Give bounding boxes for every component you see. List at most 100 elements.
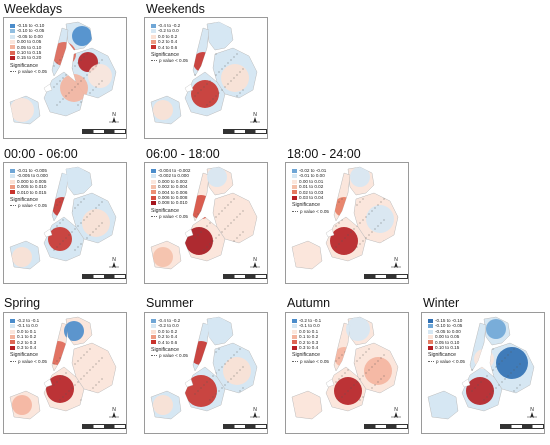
cluster-patch [46, 341, 70, 365]
legend-swatch [292, 345, 297, 350]
legend-label: 0.010 to 0.015 [17, 189, 47, 195]
legend-swatch [292, 340, 297, 345]
title-night: 00:00 - 06:00 [4, 147, 78, 161]
cluster-patch [153, 100, 173, 120]
legend-label: -0.02 to -0.01 [299, 168, 327, 173]
legend-pvalue: p value < 0.05 [292, 359, 329, 364]
legend-label: 0.0 to 0.2 [158, 328, 178, 334]
legend-swatch [151, 29, 156, 34]
cluster-patch [193, 52, 213, 72]
legend-item: -0.10 to -0.05 [428, 323, 465, 328]
legend-pvalue: p value < 0.05 [292, 209, 329, 214]
legend-swatch [428, 334, 433, 339]
legend: -0.02 to -0.01 -0.01 to 0.00 0.00 to 0.01 0… [292, 168, 329, 214]
map-svg [9, 316, 117, 420]
legend-label: 0.15 to 0.20 [17, 55, 42, 61]
title-day: 06:00 - 18:00 [146, 147, 220, 161]
legend-item: -0.01 to 0.00 [292, 173, 329, 178]
legend-swatch [10, 23, 15, 28]
legend-swatch [10, 329, 15, 334]
legend: -0.2 to -0.1 -0.1 to 0.0 0.0 to 0.1 0.1 to … [10, 318, 47, 364]
legend-item: 0.05 to 0.10 [428, 340, 465, 345]
legend-item: 0.2 to 0.3 [292, 340, 329, 345]
map-panel-autumn: -0.2 to -0.1 -0.1 to 0.0 0.0 to 0.1 0.1 to … [285, 312, 409, 434]
legend-item: 0.006 to 0.008 [151, 195, 190, 200]
legend-label: 0.006 to 0.008 [158, 195, 188, 201]
legend-item: 0.1 to 0.2 [292, 334, 329, 339]
legend-item: 0.03 to 0.04 [292, 195, 329, 200]
legend-item: 0.008 to 0.010 [151, 200, 190, 205]
legend-label: -0.004 to -0.002 [158, 168, 191, 173]
legend-item: -0.002 to 0.000 [151, 173, 190, 178]
legend-label: 0.01 to 0.02 [299, 184, 324, 190]
legend-label: 0.2 to 0.3 [299, 339, 319, 345]
legend-label: 0.4 to 0.6 [158, 339, 178, 345]
legend-swatch [151, 318, 156, 323]
cluster-patch [153, 247, 173, 267]
legend-pvalue: p value < 0.05 [151, 58, 188, 63]
north-label: N [253, 257, 257, 263]
map-svg [150, 316, 258, 420]
legend-label: -0.01 to 0.00 [299, 173, 325, 179]
north-label: N [112, 407, 116, 413]
cluster-patch [223, 357, 251, 385]
cluster-patch [474, 349, 494, 369]
legend-swatch [10, 340, 15, 345]
legend-item: -0.2 to -0.1 [10, 318, 47, 323]
legend-item: 0.004 to 0.006 [151, 190, 190, 195]
legend-item: -0.2 to -0.1 [292, 318, 329, 323]
legend-item: -0.10 to -0.05 [10, 28, 47, 33]
cluster-patch [82, 209, 110, 237]
legend-item: -0.004 to -0.002 [151, 168, 190, 173]
legend-label: 0.008 to 0.010 [158, 200, 188, 206]
legend-significance-title: Significance [10, 197, 38, 204]
legend: -0.01 to -0.005 -0.005 to 0.000 0.000 to 0… [10, 168, 48, 209]
legend-label: 0.00 to 0.05 [435, 334, 460, 340]
title-weekdays: Weekdays [4, 2, 63, 16]
legend-swatch [151, 34, 156, 39]
legend-item: 0.3 to 0.4 [10, 345, 47, 350]
legend-label: -0.1 to 0.0 [17, 323, 38, 329]
scale-bar [364, 424, 408, 429]
legend-item: -0.4 to -0.2 [151, 318, 188, 323]
cluster-patch [12, 395, 32, 415]
legend-item: 0.10 to 0.15 [10, 50, 47, 55]
legend-swatch [428, 324, 433, 329]
north-arrow-icon: N [250, 112, 260, 123]
map-panel-spring: -0.2 to -0.1 -0.1 to 0.0 0.0 to 0.1 0.1 to … [3, 312, 127, 434]
legend-swatch [10, 184, 15, 189]
legend-item: 0.00 to 0.05 [428, 334, 465, 339]
north-arrow-icon: N [527, 407, 537, 418]
north-label: N [394, 407, 398, 413]
north-label: N [530, 407, 534, 413]
cluster-patch [12, 247, 32, 267]
legend-significance-title: Significance [151, 52, 179, 59]
legend-item: 0.2 to 0.4 [151, 39, 188, 44]
cluster-patch [207, 167, 227, 187]
cluster-patch [48, 227, 72, 251]
legend-swatch [10, 34, 15, 39]
legend-item: 0.3 to 0.4 [292, 345, 329, 350]
legend-label: 0.03 to 0.04 [299, 195, 324, 201]
map-panel-night: -0.01 to -0.005 -0.005 to 0.000 0.000 to 0… [3, 162, 127, 284]
legend-swatch [10, 29, 15, 34]
legend-swatch [292, 318, 297, 323]
legend-item: 0.10 to 0.15 [428, 345, 465, 350]
legend-swatch [151, 334, 156, 339]
map-svg [9, 21, 117, 125]
cluster-patch [88, 64, 112, 88]
legend-swatch [428, 318, 433, 323]
legend: -0.4 to -0.2 -0.2 to 0.0 0.0 to 0.2 0.2 to … [151, 318, 188, 359]
legend-label: 0.10 to 0.15 [435, 345, 460, 351]
legend-label: 0.02 to 0.03 [299, 189, 324, 195]
legend-label: 0.002 to 0.004 [158, 184, 188, 190]
legend-label: 0.00 to 0.01 [299, 178, 324, 184]
cluster-patch [52, 42, 76, 66]
legend-pvalue: p value < 0.05 [10, 69, 47, 74]
scale-bar [82, 424, 126, 429]
legend-swatch [151, 201, 156, 206]
legend-item: -0.1 to 0.0 [292, 323, 329, 328]
borough-manhattan [469, 322, 487, 372]
legend-item: 0.000 to 0.005 [10, 179, 48, 184]
legend-label: 0.000 to 0.005 [17, 178, 47, 184]
